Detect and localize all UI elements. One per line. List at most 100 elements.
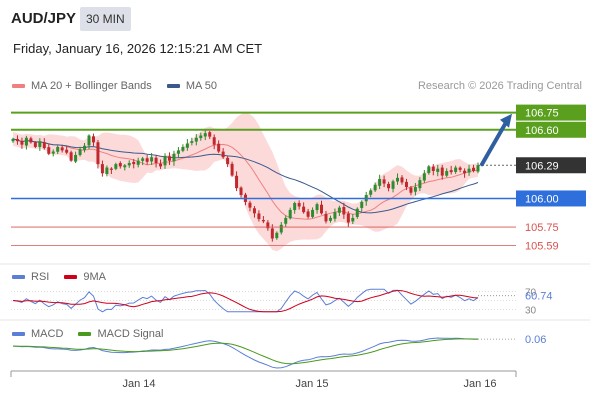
candle <box>42 138 46 150</box>
candle <box>454 165 458 174</box>
chart-datetime: Friday, January 16, 2026 12:15:21 AM CET <box>13 41 263 56</box>
instrument-title: AUD/JPY <box>11 10 77 27</box>
candles <box>11 129 480 242</box>
candle <box>409 185 413 196</box>
candle <box>190 137 194 146</box>
candle <box>221 148 225 159</box>
candle <box>203 129 207 141</box>
candle <box>387 181 391 192</box>
candle <box>217 140 221 154</box>
candle <box>208 130 212 140</box>
candle <box>279 221 283 235</box>
candle <box>378 174 382 190</box>
candle <box>91 133 95 147</box>
support-tag <box>516 190 586 207</box>
candle <box>369 188 373 198</box>
candle <box>391 179 395 193</box>
candle <box>118 161 122 169</box>
candle <box>472 164 476 173</box>
ma50-swatch-icon <box>166 84 180 89</box>
time-axis: Jan 14 Jan 15 Jan 16 <box>10 370 517 390</box>
rsi-ma-line <box>12 289 479 313</box>
candle <box>373 182 377 193</box>
legend-rsi-label: RSI <box>31 271 50 283</box>
macd-current-label: 0.06 <box>525 334 546 346</box>
candle <box>123 164 127 171</box>
moving-averages <box>12 138 479 220</box>
candle <box>288 207 292 220</box>
candle <box>181 144 185 153</box>
time-tick-label: Jan 14 <box>122 378 155 390</box>
candle <box>100 160 104 177</box>
candle <box>351 214 355 224</box>
rsi-ma-swatch-icon <box>64 275 78 280</box>
candle <box>109 167 113 175</box>
timeframe-badge[interactable]: 30 MIN <box>80 7 131 31</box>
legend-ma50: MA 50 <box>166 80 217 92</box>
candle <box>11 137 15 143</box>
candle <box>60 145 64 153</box>
resistance-tag <box>516 104 586 121</box>
candle <box>172 150 176 166</box>
candle <box>15 135 19 145</box>
credit-text: Research © 2026 Trading Central <box>417 80 582 92</box>
ma20-swatch-icon <box>12 84 25 89</box>
macd-signal-line <box>12 338 478 365</box>
rsi-legend: RSI 9MA <box>12 271 118 283</box>
candle <box>163 153 167 169</box>
legend-macd-signal: MACD Signal <box>78 328 163 340</box>
candle <box>436 164 440 177</box>
candle <box>136 157 140 168</box>
legend-rsi: RSI <box>12 271 49 283</box>
candle <box>328 215 332 223</box>
candle <box>418 177 422 192</box>
candle <box>127 160 131 168</box>
candle <box>422 170 426 183</box>
candle <box>449 165 453 175</box>
legend-macd: MACD <box>12 328 63 340</box>
legend-ma20: MA 20 + Bollinger Bands <box>12 80 152 92</box>
candle <box>404 178 408 191</box>
candle <box>150 152 154 165</box>
ma20-line <box>12 138 479 220</box>
candle <box>141 156 145 166</box>
macd-panel: 0.06 <box>12 334 546 369</box>
candle <box>261 216 265 224</box>
candle <box>199 132 203 141</box>
chart-header: AUD/JPY 30 MIN <box>0 0 590 36</box>
candle <box>74 151 78 164</box>
candle <box>284 215 288 227</box>
candle <box>145 154 149 165</box>
arrow-head-icon <box>500 113 512 128</box>
candle <box>176 147 180 158</box>
macd-swatch-icon <box>12 332 25 337</box>
time-tick-label: Jan 15 <box>295 378 328 390</box>
candle <box>226 156 230 168</box>
legend-macd-signal-label: MACD Signal <box>97 328 164 340</box>
ma50-line <box>12 138 479 214</box>
candle <box>248 200 252 212</box>
legend-rsi-ma: 9MA <box>64 271 106 283</box>
candle <box>346 211 350 227</box>
candle <box>427 164 431 175</box>
candle <box>324 210 328 224</box>
candle <box>96 139 100 169</box>
macd-line <box>12 337 479 369</box>
candle <box>458 166 462 173</box>
rsi-tick-label: 70 <box>525 288 537 299</box>
legend-rsi-ma-label: 9MA <box>83 271 107 283</box>
candle <box>65 145 69 155</box>
candle <box>266 220 270 231</box>
candle <box>51 149 55 157</box>
candle <box>24 135 28 150</box>
candle <box>114 162 118 171</box>
candle <box>235 171 239 192</box>
support-label: 105.59 <box>525 240 559 252</box>
support-label: 106.00 <box>525 193 559 205</box>
candle <box>342 202 346 219</box>
rsi-tick-label: 30 <box>525 306 537 317</box>
candle <box>360 200 364 212</box>
candle <box>194 134 198 146</box>
current-price-tag <box>516 157 586 174</box>
